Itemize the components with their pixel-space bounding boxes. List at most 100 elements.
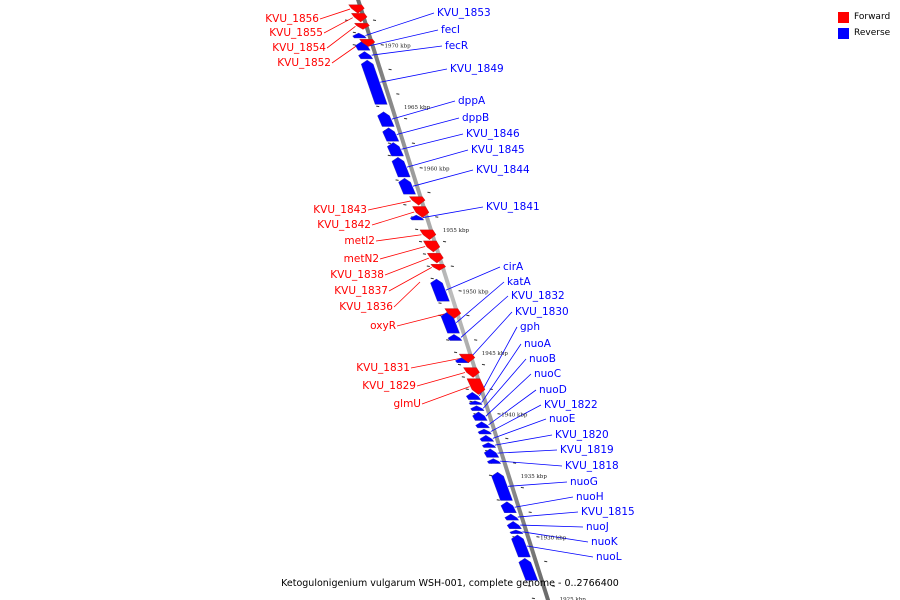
reverse-gene-label: KVU_1832	[511, 290, 565, 302]
reverse-gene[interactable]	[509, 529, 524, 534]
forward-gene[interactable]	[426, 253, 444, 264]
reverse-gene-label: nuoK	[591, 536, 619, 548]
reverse-gene[interactable]	[518, 558, 539, 581]
reverse-gene[interactable]	[470, 405, 485, 411]
reverse-gene[interactable]	[360, 59, 388, 105]
forward-gene[interactable]	[354, 23, 370, 30]
reverse-gene[interactable]	[398, 177, 416, 195]
reverse-genes	[352, 32, 539, 581]
tick-dash	[458, 290, 462, 292]
reverse-gene[interactable]	[358, 51, 374, 60]
reverse-gene[interactable]	[511, 534, 531, 558]
forward-gene[interactable]	[423, 240, 441, 253]
tick-dash	[376, 105, 380, 108]
forward-gene-label: KVU_1838	[330, 269, 384, 281]
tick-dash	[481, 363, 486, 366]
reverse-gene[interactable]	[382, 127, 400, 142]
forward-gene[interactable]	[444, 308, 462, 319]
kbp-label: 1940 kbp	[501, 412, 528, 418]
legend-reverse: Reverse	[838, 25, 898, 41]
legend: Forward Reverse	[838, 9, 898, 41]
reverse-gene[interactable]	[479, 435, 495, 442]
reverse-gene[interactable]	[468, 400, 483, 405]
kbp-tick-labels: 1970 kbp 1965 kbp 1960 kbp 1955 kbp 1950 kbp…	[385, 43, 587, 600]
reverse-gene-label: KVU_1849	[450, 63, 504, 75]
reverse-gene[interactable]	[506, 521, 522, 529]
forward-gene-label: KVU_1852	[277, 57, 331, 69]
forward-gene[interactable]	[419, 229, 437, 240]
forward-gene[interactable]	[463, 367, 480, 378]
leader-line	[456, 281, 505, 324]
leader-line	[410, 357, 461, 369]
reverse-gene[interactable]	[409, 214, 425, 221]
reverse-gene-label: nuoC	[534, 368, 561, 380]
leader-line	[485, 373, 532, 417]
leader-line	[388, 267, 432, 292]
reverse-gene-labels: KVU_1853 fecI fecR KVU_1849 dppA dppB KVU_1846…	[437, 7, 635, 563]
forward-gene[interactable]	[350, 13, 368, 23]
forward-gene-label: KVU_1836	[339, 301, 393, 313]
reverse-gene-label: fecR	[445, 40, 468, 52]
tick-dash	[461, 376, 465, 378]
tick-dash	[387, 142, 391, 144]
kbp-label: 1960 kbp	[423, 166, 450, 172]
reverse-gene[interactable]	[391, 157, 411, 178]
reverse-gene[interactable]	[387, 142, 404, 157]
leader-line	[507, 481, 568, 487]
reverse-gene[interactable]	[477, 428, 492, 435]
leader-line	[367, 200, 411, 211]
reverse-gene-label: KVU_1844	[476, 164, 530, 176]
reverse-gene[interactable]	[500, 501, 517, 513]
leader-line	[517, 511, 579, 518]
leader-line	[488, 389, 537, 426]
forward-genes	[348, 4, 486, 395]
tick-dash	[435, 216, 439, 218]
reverse-gene[interactable]	[440, 312, 460, 334]
reverse-gene[interactable]	[481, 442, 497, 448]
leader-line	[323, 17, 353, 34]
kbp-label: 1925 kbp	[560, 597, 587, 600]
forward-gene[interactable]	[458, 353, 476, 363]
forward-gene[interactable]	[466, 378, 486, 395]
kbp-label: 1935 kbp	[521, 474, 548, 480]
reverse-gene[interactable]	[483, 448, 500, 458]
forward-gene-label: metN2	[344, 253, 379, 265]
forward-gene-label: KVU_1843	[313, 204, 367, 216]
reverse-gene[interactable]	[377, 111, 395, 127]
reverse-gene[interactable]	[352, 32, 367, 39]
leader-line	[365, 12, 435, 36]
tick-dash	[465, 388, 469, 390]
reverse-gene[interactable]	[486, 458, 502, 464]
reverse-gene[interactable]	[491, 471, 513, 501]
tick-dash	[505, 437, 509, 440]
tick-dash	[387, 154, 391, 157]
reverse-gene[interactable]	[472, 411, 488, 421]
forward-gene[interactable]	[412, 206, 430, 218]
reverse-gene-label: nuoB	[529, 353, 556, 365]
tick-dash	[528, 511, 532, 513]
tick-dash	[418, 240, 423, 243]
tick-dash	[446, 339, 450, 341]
tick-dash	[513, 462, 517, 464]
reverse-gene[interactable]	[504, 513, 520, 521]
leader-line	[514, 496, 574, 508]
leader-line	[467, 311, 513, 361]
forward-gene[interactable]	[359, 39, 376, 47]
forward-gene[interactable]	[348, 4, 365, 14]
forward-gene[interactable]	[408, 196, 426, 206]
legend-forward: Forward	[838, 9, 898, 25]
tick-dash	[551, 585, 556, 587]
kbp-label: 1955 kbp	[443, 228, 470, 234]
forward-gene-label: KVU_1831	[356, 362, 410, 374]
reverse-gene[interactable]	[430, 278, 450, 302]
leader-line	[526, 545, 594, 558]
reverse-gene[interactable]	[355, 41, 371, 51]
reverse-gene-label: nuoH	[576, 491, 604, 503]
tick-dash	[430, 277, 434, 280]
tick-dash	[415, 228, 419, 231]
reverse-gene[interactable]	[447, 334, 463, 341]
reverse-gene[interactable]	[465, 391, 481, 400]
forward-gene-label: KVU_1842	[317, 219, 371, 231]
reverse-gene[interactable]	[475, 421, 490, 429]
forward-gene[interactable]	[430, 264, 447, 271]
